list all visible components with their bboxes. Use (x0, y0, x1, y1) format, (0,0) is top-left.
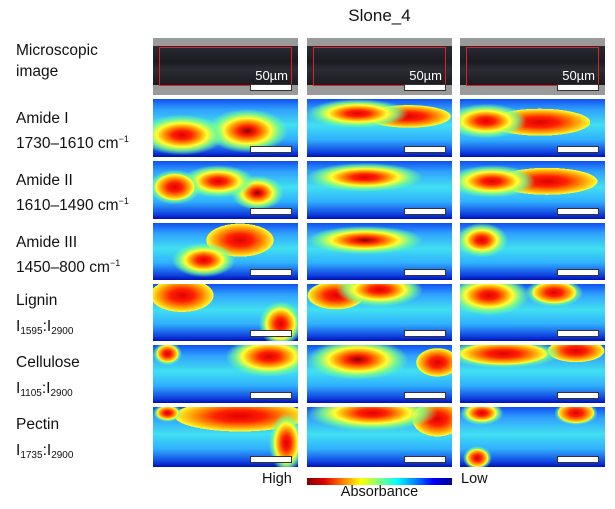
label-line2: 1730–1610 cm (16, 135, 119, 152)
scale-bar (557, 330, 599, 337)
row-label-cellulose: Cellulose I1105:I2900 (16, 350, 80, 407)
heatmap (460, 223, 605, 280)
label-a: I (16, 318, 21, 335)
microscopic-image: 50µm (307, 38, 452, 95)
label-line2: 1450–800 cm (16, 259, 110, 276)
row-label-pectin: Pectin I1735:I2900 (16, 412, 73, 469)
scale-bar (250, 146, 292, 153)
label-sub: 1105 (20, 388, 42, 399)
scale-bar (404, 392, 446, 399)
microscopic-image: 50µm (153, 38, 298, 95)
heatmap (307, 223, 452, 280)
label-line2: image (16, 63, 59, 80)
label-a: I (16, 380, 21, 397)
label-line1: Amide II (16, 172, 73, 189)
scale-bar (250, 208, 292, 215)
heatmap (307, 161, 452, 219)
roi-rectangle (313, 47, 446, 86)
scale-bar (404, 269, 446, 276)
label-sup: −1 (118, 134, 129, 144)
scale-bar-label: 50µm (562, 68, 595, 83)
heatmap (460, 161, 605, 219)
label-sub: 2900 (50, 388, 73, 399)
colorbar (307, 478, 452, 485)
colorbar-low-label: Low (461, 471, 488, 487)
label-sub: 2900 (51, 450, 74, 461)
label-a: I (16, 442, 21, 459)
scale-bar (557, 392, 599, 399)
heatmap (153, 407, 298, 467)
label-line1: Pectin (16, 416, 60, 433)
figure-title: Slone_4 (348, 6, 411, 25)
row-label-amide-ii: Amide II 1610–1490 cm−1 (16, 170, 129, 216)
scale-bar (557, 269, 599, 276)
row-label-lignin: Lignin I1595:I2900 (16, 288, 73, 345)
scale-bar-label: 50µm (255, 68, 288, 83)
scale-bar (557, 84, 599, 91)
heatmap (153, 284, 298, 341)
heatmap (460, 407, 605, 467)
scale-bar (404, 146, 446, 153)
roi-rectangle (466, 47, 599, 86)
label-line1: Microscopic (16, 42, 98, 59)
colorbar-title: Absorbance (340, 484, 419, 500)
scale-bar (557, 146, 599, 153)
label-line1: Lignin (16, 292, 58, 309)
fiber (153, 46, 298, 85)
label-b: :I (41, 380, 51, 397)
scale-bar (250, 392, 292, 399)
row-label-amide-i: Amide I 1730–1610 cm−1 (16, 108, 129, 154)
scale-bar (404, 84, 446, 91)
microscopic-image: 50µm (460, 38, 605, 95)
label-line2: 1610–1490 cm (16, 197, 119, 214)
heatmap (153, 345, 298, 403)
label-b: :I (42, 442, 52, 459)
heatmap (153, 161, 298, 219)
scale-bar (250, 84, 292, 91)
label-sup: −1 (118, 196, 129, 206)
scale-bar (250, 456, 292, 463)
scale-bar (557, 208, 599, 215)
heatmap (460, 99, 605, 157)
heatmap (153, 223, 298, 280)
row-label-microscopic: Microscopic image (16, 40, 98, 82)
heatmap (307, 99, 452, 157)
heatmap (153, 99, 298, 157)
fiber (307, 46, 452, 85)
scale-bar (557, 456, 599, 463)
fiber (460, 46, 605, 85)
scale-bar (250, 269, 292, 276)
heatmap (460, 284, 605, 341)
scale-bar (404, 208, 446, 215)
label-sub: 1735 (20, 450, 43, 461)
label-sub: 1595 (20, 326, 43, 337)
colorbar-high-label: High (262, 471, 292, 487)
label-sup: −1 (109, 258, 121, 268)
label-sub: 2900 (51, 326, 74, 337)
roi-rectangle (159, 47, 292, 86)
label-b: :I (42, 318, 52, 335)
scale-bar (250, 330, 292, 337)
heatmap (307, 345, 452, 403)
heatmap (307, 284, 452, 341)
heatmap (460, 345, 605, 403)
heatmap (307, 407, 452, 467)
label-line1: Cellulose (16, 354, 80, 371)
row-label-amide-iii: Amide III 1450–800 cm−1 (16, 232, 120, 278)
scale-bar (404, 330, 446, 337)
label-line1: Amide III (16, 234, 78, 251)
scale-bar-label: 50µm (409, 68, 442, 83)
scale-bar (404, 456, 446, 463)
label-line1: Amide I (16, 110, 69, 127)
